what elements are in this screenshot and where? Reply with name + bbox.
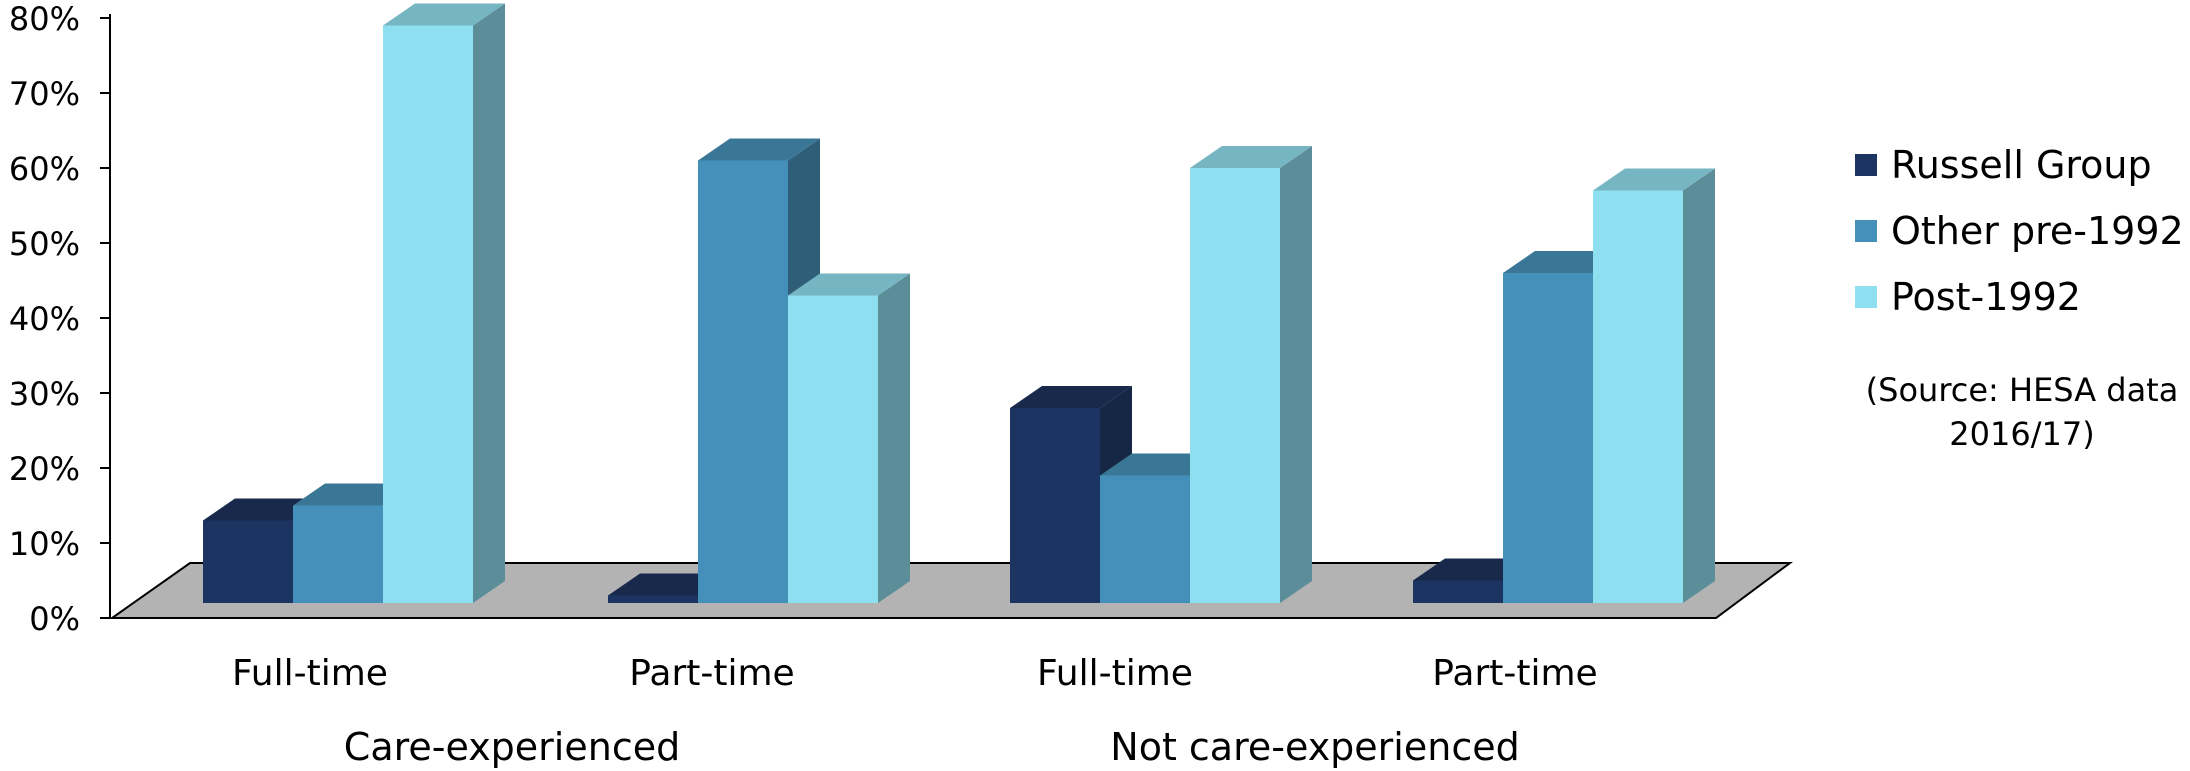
bar-front [788,295,878,603]
bar-front [1503,273,1593,603]
bar-front [608,595,698,603]
bar-group [1413,168,1715,603]
legend-label: Post-1992 [1891,275,2081,319]
category-label: Part-time [629,653,794,694]
bar-front [1190,168,1280,603]
bar [1593,168,1715,603]
group-label: Not care-experienced [1110,725,1519,769]
bar-group [203,3,505,603]
bar-front [1413,580,1503,603]
y-tick-label: 10% [9,525,80,563]
legend-item-russell-group: Russell Group [1855,132,2184,198]
bar-top [1190,146,1312,168]
y-tick-label: 80% [9,0,80,38]
bar-side [1683,168,1715,603]
category-label: Full-time [1037,653,1193,694]
chart-floor-plane [108,562,1794,619]
bar-side [1280,146,1312,603]
bar-front [203,520,293,603]
source-note: (Source: HESA data 2016/17) [1852,368,2190,456]
bar-front [293,505,383,603]
bar-group [608,138,910,603]
legend-swatch [1855,286,1877,308]
legend-item-post-1992: Post-1992 [1855,264,2184,330]
bar-side [473,3,505,603]
category-label: Part-time [1432,653,1597,694]
y-tick-label: 40% [9,300,80,338]
bar-side [878,273,910,603]
bar-top [698,138,820,161]
bar-front [1100,475,1190,603]
y-tick-label: 0% [29,600,80,638]
category-labels: Full-time Part-time Full-time Part-time Care… [232,653,1598,769]
legend-item-other-pre-1992: Other pre-1992 [1855,198,2184,264]
source-line: (Source: HESA data [1865,371,2179,409]
bar [1190,146,1312,603]
bar-group [1010,146,1312,603]
bars [203,3,1715,603]
bar-front [383,25,473,603]
legend-label: Other pre-1992 [1891,209,2184,253]
y-axis: 0% 10% 20% 30% 40% 50% 60% 70% 80% [9,0,111,638]
bar-top [788,273,910,296]
bar [788,273,910,603]
bar-front [1593,190,1683,603]
bar-top [383,3,505,26]
y-tick-label: 30% [9,375,80,413]
y-tick-label: 60% [9,150,80,188]
source-line: 2016/17) [1949,415,2095,453]
bar-front [698,160,788,603]
y-tick-label: 20% [9,450,80,488]
legend: Russell Group Other pre-1992 Post-1992 [1855,132,2184,330]
bar-front [1010,408,1100,603]
bar-top [1010,386,1132,408]
legend-label: Russell Group [1891,143,2152,187]
chart-floor [108,562,1794,619]
category-label: Full-time [232,653,388,694]
legend-swatch [1855,220,1877,242]
bar-top [1593,168,1715,191]
group-label: Care-experienced [344,725,680,769]
bar [383,3,505,603]
y-tick-label: 50% [9,225,80,263]
legend-swatch [1855,154,1877,176]
y-tick-label: 70% [9,75,80,113]
